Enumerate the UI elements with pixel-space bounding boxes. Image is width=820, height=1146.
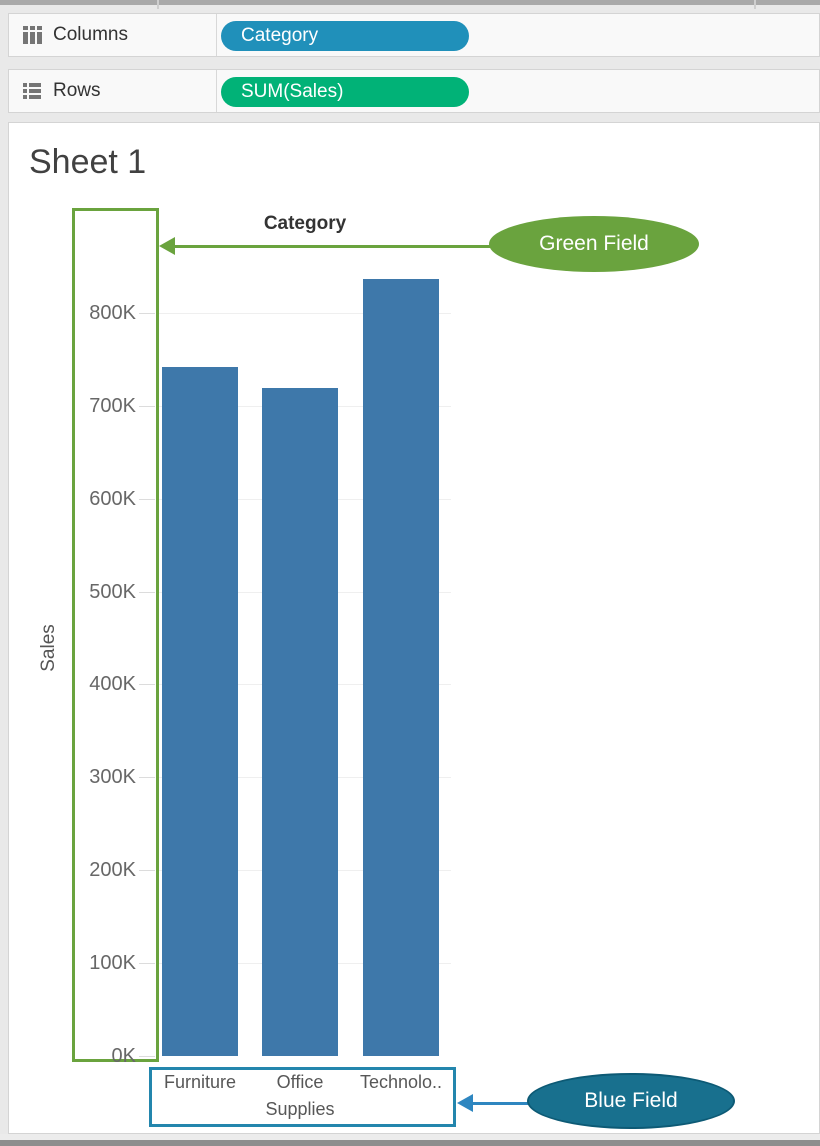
sheet-bottom-gap xyxy=(0,1134,820,1140)
bar-technology[interactable] xyxy=(363,279,439,1056)
blue-field-callout-label: Blue Field xyxy=(584,1089,678,1112)
column-field-header: Category xyxy=(263,213,347,234)
blue-field-callout: Blue Field xyxy=(527,1073,735,1129)
x-axis-label: Technolo.. xyxy=(359,1072,443,1092)
x-axis-highlight-box xyxy=(149,1067,456,1127)
rows-shelf[interactable]: Rows SUM(Sales) xyxy=(8,69,820,113)
y-tick-label: 0K xyxy=(111,1045,136,1067)
shelf-divider xyxy=(216,70,217,112)
columns-shelf-label: Columns xyxy=(53,24,128,45)
columns-shelf[interactable]: Columns Category xyxy=(8,13,820,57)
category-pill-label: Category xyxy=(241,25,319,46)
green-arrow-line xyxy=(175,245,491,248)
y-tick-mark xyxy=(139,684,155,686)
y-axis-highlight-box xyxy=(72,208,159,1062)
y-tick-label: 600K xyxy=(89,487,136,510)
y-tick-label: 800K xyxy=(89,301,136,324)
blue-arrow-line xyxy=(473,1102,529,1105)
rows-shelf-head: Rows xyxy=(9,70,216,112)
sum-sales-pill-label: SUM(Sales) xyxy=(241,81,344,102)
window-top-edge xyxy=(0,0,820,5)
chart-pane xyxy=(159,238,451,1059)
bar-furniture[interactable] xyxy=(162,367,238,1056)
blue-arrow-head xyxy=(457,1094,473,1112)
shelf-divider xyxy=(216,14,217,56)
y-tick-mark xyxy=(139,870,155,872)
category-pill[interactable]: Category xyxy=(221,21,469,51)
y-tick-mark xyxy=(139,312,155,314)
sheet-title: Sheet 1 xyxy=(29,143,147,181)
x-axis-label: Supplies xyxy=(265,1099,335,1119)
y-tick-label: 300K xyxy=(89,766,136,789)
y-tick-mark xyxy=(139,1056,155,1057)
green-field-callout-label: Green Field xyxy=(539,232,649,255)
green-arrow-head xyxy=(159,237,175,255)
rows-icon xyxy=(23,83,41,99)
y-tick-mark xyxy=(139,777,155,779)
window-bottom-edge xyxy=(0,1140,820,1146)
y-tick-mark xyxy=(139,591,155,593)
y-tick-label: 500K xyxy=(89,580,136,603)
x-axis-label: Furniture xyxy=(163,1072,237,1092)
y-axis-title: Sales xyxy=(38,624,59,672)
y-tick-mark xyxy=(139,405,155,407)
sheet-canvas: Sheet 1 Category 800K 700K 600K 500K 400K 300… xyxy=(8,122,820,1134)
bar-office-supplies[interactable] xyxy=(262,388,338,1056)
green-field-callout: Green Field xyxy=(489,216,699,272)
rows-shelf-label: Rows xyxy=(53,80,101,101)
y-axis: 800K 700K 600K 500K 400K 300K 200K 100K 0K xyxy=(9,238,159,1066)
gridline xyxy=(159,312,451,314)
y-tick-label: 200K xyxy=(89,859,136,882)
ruler-tick xyxy=(754,0,756,9)
y-tick-mark xyxy=(139,498,155,500)
x-axis-labels: Furniture Office Supplies Technolo.. xyxy=(9,1073,820,1127)
y-tick-label: 100K xyxy=(89,952,136,975)
columns-shelf-head: Columns xyxy=(9,14,216,56)
y-tick-mark xyxy=(139,963,155,965)
columns-icon xyxy=(23,26,42,44)
y-tick-label: 400K xyxy=(89,673,136,696)
sum-sales-pill[interactable]: SUM(Sales) xyxy=(221,77,469,107)
y-tick-label: 700K xyxy=(89,394,136,417)
ruler-tick xyxy=(157,0,159,9)
x-axis-label: Office xyxy=(276,1072,324,1092)
